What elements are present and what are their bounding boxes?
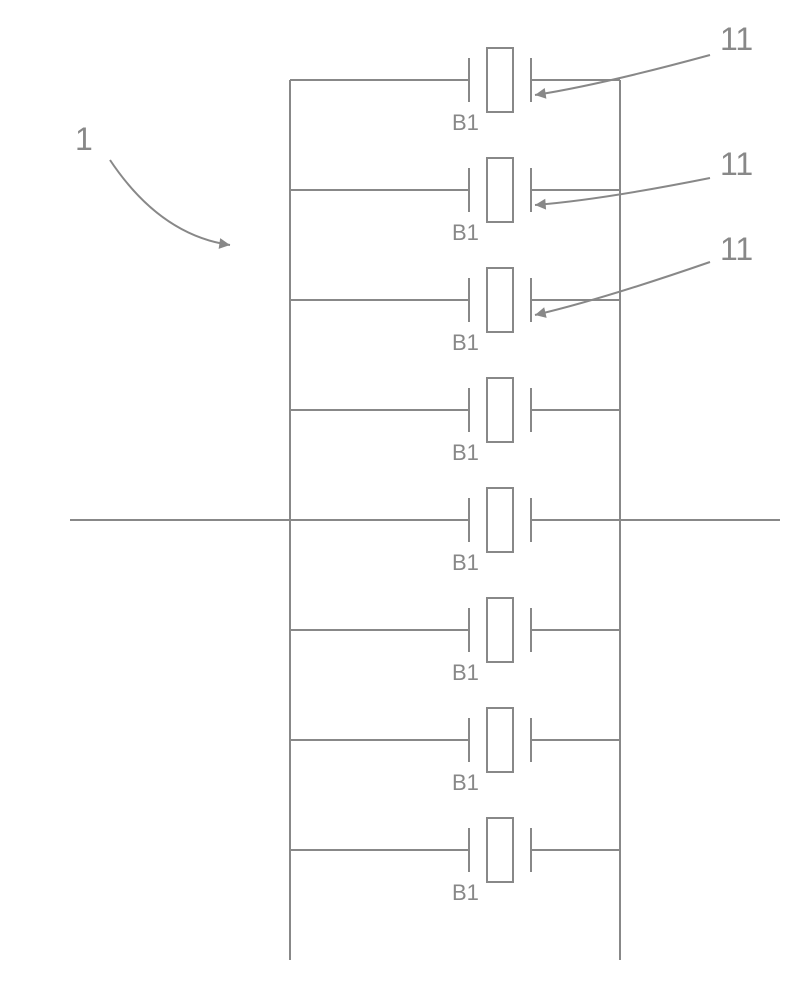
circuit-diagram: B1B1B1B1B1B1B1B11111111 bbox=[0, 0, 802, 1000]
battery-cell: B1 bbox=[290, 818, 620, 905]
callout-label: 11 bbox=[720, 231, 753, 267]
callout: 11 bbox=[535, 146, 753, 210]
callout: 11 bbox=[535, 21, 753, 99]
cell-label: B1 bbox=[452, 440, 479, 465]
callout-label: 1 bbox=[75, 121, 93, 157]
battery-cell: B1 bbox=[290, 48, 620, 135]
cell-body bbox=[487, 378, 513, 442]
cell-body bbox=[487, 268, 513, 332]
battery-cell: B1 bbox=[290, 598, 620, 685]
cell-body bbox=[487, 488, 513, 552]
cell-label: B1 bbox=[452, 660, 479, 685]
callout-curve bbox=[535, 262, 710, 315]
battery-cell: B1 bbox=[290, 708, 620, 795]
cell-label: B1 bbox=[452, 220, 479, 245]
callout-label: 11 bbox=[720, 146, 753, 182]
cell-label: B1 bbox=[452, 550, 479, 575]
cell-body bbox=[487, 158, 513, 222]
arrowhead bbox=[535, 88, 546, 99]
arrowhead bbox=[219, 238, 230, 249]
arrowhead bbox=[535, 199, 546, 210]
cell-body bbox=[487, 818, 513, 882]
cell-label: B1 bbox=[452, 110, 479, 135]
cell-label: B1 bbox=[452, 880, 479, 905]
cell-label: B1 bbox=[452, 770, 479, 795]
callout-curve bbox=[110, 160, 230, 245]
callout: 1 bbox=[75, 121, 230, 249]
battery-cell: B1 bbox=[290, 488, 620, 575]
cell-body bbox=[487, 708, 513, 772]
callout-curve bbox=[535, 55, 710, 95]
arrowhead bbox=[535, 307, 547, 318]
callout-label: 11 bbox=[720, 21, 753, 57]
callout: 11 bbox=[535, 231, 753, 318]
battery-cell: B1 bbox=[290, 268, 620, 355]
callout-curve bbox=[535, 178, 710, 205]
battery-cell: B1 bbox=[290, 378, 620, 465]
cell-body bbox=[487, 48, 513, 112]
cell-label: B1 bbox=[452, 330, 479, 355]
cell-body bbox=[487, 598, 513, 662]
